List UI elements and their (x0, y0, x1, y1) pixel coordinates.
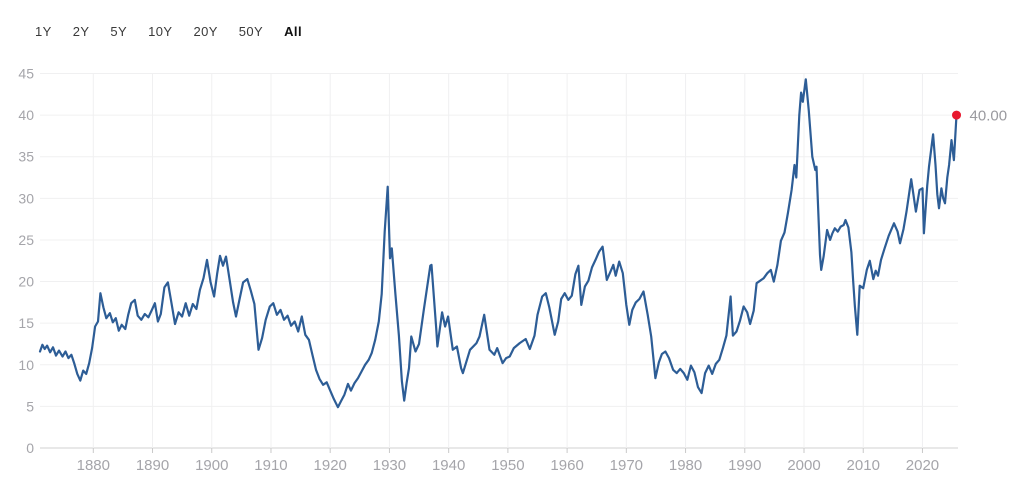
series-line[interactable] (38, 78, 958, 409)
x-tick-label: 1940 (432, 457, 465, 474)
y-tick-label: 45 (18, 66, 34, 82)
x-tick-label: 1930 (373, 457, 406, 474)
x-tick-label: 1910 (254, 457, 287, 474)
x-tick-label: 1990 (728, 457, 761, 474)
y-tick-label: 20 (18, 274, 34, 290)
y-tick-label: 40 (18, 107, 34, 123)
x-tick-label: 2000 (787, 457, 820, 474)
x-tick-label: 1880 (77, 457, 110, 474)
y-tick-label: 10 (18, 357, 34, 373)
y-tick-label: 30 (18, 190, 34, 206)
range-button-1y[interactable]: 1Y (35, 24, 52, 39)
y-tick-label: 35 (18, 149, 34, 165)
x-tick-label: 2020 (906, 457, 939, 474)
last-point-marker[interactable] (952, 110, 962, 120)
range-button-10y[interactable]: 10Y (148, 24, 173, 39)
last-value-label: 40.00 (970, 108, 1008, 125)
range-button-2y[interactable]: 2Y (72, 24, 90, 39)
range-toolbar: 1Y 2Y 5Y 10Y 20Y 50Y All (35, 24, 302, 39)
x-tick-label: 1950 (491, 457, 524, 474)
y-tick-label: 25 (18, 232, 34, 248)
range-button-5y[interactable]: 5Y (110, 24, 128, 39)
x-tick-label: 1970 (610, 457, 643, 474)
range-button-20y[interactable]: 20Y (193, 24, 218, 39)
x-tick-label: 1890 (136, 457, 169, 474)
x-tick-label: 1920 (314, 457, 347, 474)
y-tick-label: 15 (18, 315, 34, 331)
x-tick-label: 1960 (550, 457, 583, 474)
range-button-50y[interactable]: 50Y (238, 24, 264, 39)
x-tick-label: 2010 (847, 457, 880, 474)
range-button-all[interactable]: All (284, 24, 302, 39)
x-tick-label: 1980 (669, 457, 702, 474)
y-axis-labels: 0 5 10 15 20 25 30 35 40 45 (18, 66, 34, 457)
x-tick-label: 1900 (195, 457, 228, 474)
gridlines (40, 73, 958, 453)
y-tick-label: 0 (26, 440, 34, 456)
x-axis-labels: 1880 1890 1900 1910 1920 1930 1940 1950 1960 1970… (77, 457, 940, 474)
y-tick-label: 5 (26, 398, 34, 414)
